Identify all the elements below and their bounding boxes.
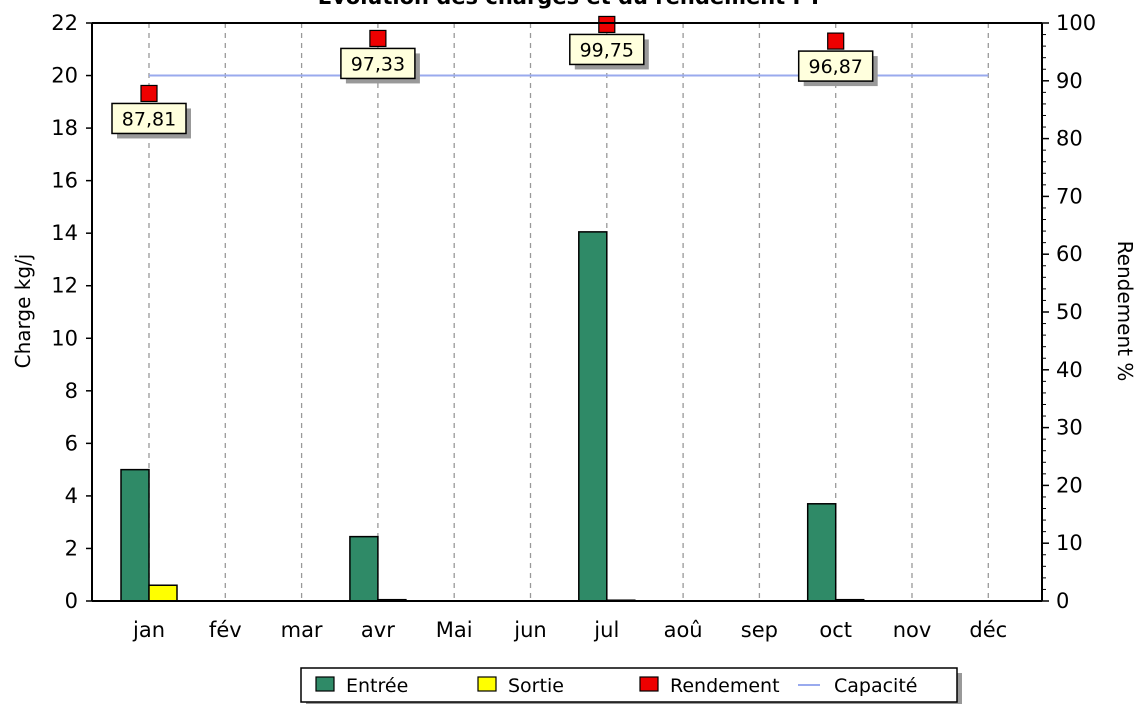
x-tick-label: jan [132,618,165,642]
y-tick-label: 22 [51,11,78,35]
y2-tick-label: 30 [1056,416,1083,440]
y2-tick-label: 40 [1056,358,1083,382]
x-tick-label: fév [209,618,242,642]
callout-label: 97,33 [351,53,405,75]
x-tick-label: déc [969,618,1007,642]
legend: Entrée Sortie Rendement Capacité [300,667,962,704]
y-tick-label: 10 [51,326,78,350]
callout-label: 99,75 [580,39,634,61]
x-tick-label: avr [361,618,395,642]
chart-title: Evolution des charges et du rendement PT [318,0,823,9]
y2-tick-label: 90 [1056,69,1083,93]
y-tick-label: 8 [65,379,78,403]
y2-tick-label: 70 [1056,184,1083,208]
y-tick-label: 20 [51,64,78,88]
callout-box [340,47,416,80]
y2-tick-label: 80 [1056,127,1083,151]
legend-label: Entrée [346,675,408,697]
x-tick-label: jul [593,618,619,642]
legend-swatch [477,676,497,692]
y2-tick-label: 10 [1056,531,1083,555]
y-tick-label: 0 [65,589,78,613]
y-tick-label: 14 [51,221,78,245]
legend-swatch [315,676,335,692]
y-tick-label: 18 [51,116,78,140]
y-tick-label: 4 [65,484,78,508]
x-tick-label: oct [819,618,852,642]
rendement-point [140,84,158,103]
bar-entree [806,503,837,602]
rendement-point [369,29,387,48]
y-tick-label: 16 [51,169,78,193]
x-tick-label: Mai [436,618,473,642]
y2-tick-label: 20 [1056,473,1083,497]
plot-area [92,23,1042,601]
legend-box [300,667,958,703]
y2-axis-title: Rendement % [1113,241,1137,382]
legend-swatch [639,676,659,692]
callout-box [569,33,645,66]
legend-label: Capacité [834,675,917,697]
legend-label: Rendement [670,675,780,697]
rendement-point [827,32,845,50]
callout-box [797,50,874,82]
y-tick-label: 2 [65,536,78,560]
x-tick-label: jun [513,618,546,642]
x-tick-label: mar [281,618,323,642]
bar-entree [120,468,150,602]
y-tick-label: 6 [65,431,78,455]
callout-label: 87,81 [122,108,176,130]
y2-tick-label: 0 [1056,589,1069,613]
y2-tick-label: 60 [1056,242,1083,266]
y2-tick-label: 50 [1056,300,1083,324]
y-tick-label: 12 [51,274,78,298]
legend-label: Sortie [508,675,564,697]
rendement-point [598,15,616,34]
x-tick-label: nov [893,618,932,642]
y2-tick-label: 100 [1056,11,1096,35]
x-tick-label: sep [741,618,778,642]
bar-entree [578,231,608,602]
callout-box [111,102,187,135]
bar-entree [349,535,379,602]
callout-label: 96,87 [808,56,862,78]
x-tick-label: aoû [664,618,703,642]
y-axis-title: Charge kg/j [11,254,35,369]
bar-sortie [148,584,178,602]
